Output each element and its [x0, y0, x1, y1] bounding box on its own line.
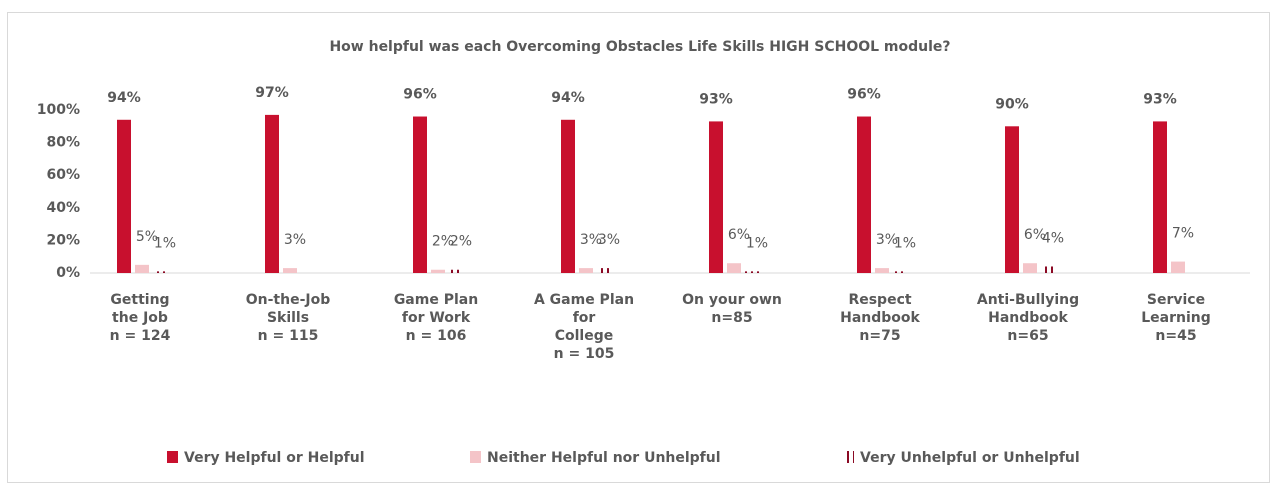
x-tick-line: Getting — [110, 292, 169, 308]
x-tick-line: On-the-Job — [246, 292, 331, 308]
chart-border — [7, 12, 1270, 483]
bar — [875, 268, 889, 273]
x-tick-line: On your own — [682, 292, 782, 308]
data-label: 4% — [1042, 230, 1064, 246]
bar — [153, 271, 167, 273]
x-tick-label: On your own n=85 — [682, 292, 782, 326]
x-tick-line: College — [555, 328, 614, 344]
data-label: 1% — [746, 235, 768, 251]
bar — [1153, 121, 1167, 273]
bar — [1023, 263, 1037, 273]
x-tick-line: n = 106 — [406, 328, 467, 344]
y-tick-label: 80% — [46, 135, 80, 151]
data-label: 3% — [580, 232, 602, 248]
x-tick-line: n=85 — [711, 310, 752, 326]
chart-title: How helpful was each Overcoming Obstacle… — [329, 39, 950, 55]
bar — [893, 271, 907, 273]
data-label: 96% — [403, 87, 437, 103]
legend-swatch — [470, 451, 481, 463]
data-label: 1% — [154, 235, 176, 251]
x-tick-line: Respect — [848, 292, 911, 308]
data-label: 6% — [728, 227, 750, 243]
data-label: 3% — [598, 232, 620, 248]
x-tick-line: n=65 — [1007, 328, 1048, 344]
data-label: 90% — [995, 96, 1029, 112]
data-label: 3% — [284, 232, 306, 248]
y-tick-label: 60% — [46, 167, 80, 183]
bar — [579, 268, 593, 273]
data-label: 96% — [847, 87, 881, 103]
x-tick-line: n = 115 — [258, 328, 319, 344]
data-label: 93% — [699, 91, 733, 107]
x-tick-line: A Game Plan — [534, 292, 634, 308]
x-tick-label: Anti-Bullying Handbook n=65 — [977, 292, 1079, 344]
data-label: 2% — [432, 234, 454, 250]
data-label: 7% — [1172, 226, 1194, 242]
legend-label: Very Helpful or Helpful — [184, 450, 365, 466]
bar — [135, 264, 149, 273]
bar — [597, 268, 611, 273]
x-tick-line: Handbook — [988, 310, 1068, 326]
x-tick-label: Respect Handbook n=75 — [840, 292, 920, 344]
x-tick-line: Game Plan — [394, 292, 478, 308]
legend-swatch — [167, 451, 178, 463]
data-label: 94% — [551, 90, 585, 106]
x-tick-line: n = 124 — [110, 328, 171, 344]
bar — [709, 121, 723, 273]
bar — [413, 116, 427, 274]
data-label: 3% — [876, 232, 898, 248]
bar — [727, 263, 741, 273]
bar — [1171, 261, 1185, 273]
x-tick-label: A Game Plan for College n = 105 — [534, 292, 634, 362]
x-tick-line: Skills — [267, 310, 309, 326]
data-label: 1% — [894, 235, 916, 251]
x-tick-label: On-the-Job Skills n = 115 — [246, 292, 331, 344]
bar — [283, 268, 297, 273]
data-label: 5% — [136, 229, 158, 245]
data-label: 6% — [1024, 227, 1046, 243]
y-tick-label: 0% — [56, 265, 80, 281]
data-label: 93% — [1143, 91, 1177, 107]
legend-swatch — [843, 451, 854, 463]
data-label: 94% — [107, 90, 141, 106]
y-tick-label: 20% — [46, 232, 80, 248]
bar — [1005, 126, 1019, 273]
x-tick-line: Service — [1147, 292, 1205, 308]
legend-label: Neither Helpful nor Unhelpful — [487, 450, 721, 466]
x-tick-label: Getting the Job n = 124 — [110, 292, 171, 344]
bar — [117, 119, 131, 273]
bar — [449, 269, 463, 273]
data-label: 97% — [255, 85, 289, 101]
x-tick-line: n = 105 — [554, 346, 615, 362]
x-tick-line: for Work — [402, 310, 471, 326]
bar — [561, 119, 575, 273]
bar — [431, 269, 445, 273]
bar — [745, 271, 759, 273]
x-tick-line: n=75 — [859, 328, 900, 344]
x-tick-line: Anti-Bullying — [977, 292, 1079, 308]
bar — [1041, 266, 1055, 273]
x-tick-line: the Job — [112, 310, 168, 326]
x-tick-line: Handbook — [840, 310, 920, 326]
x-tick-line: n=45 — [1155, 328, 1196, 344]
x-tick-label: Game Plan for Work n = 106 — [394, 292, 478, 344]
y-tick-label: 40% — [46, 200, 80, 216]
x-tick-label: Service Learning n=45 — [1141, 292, 1211, 344]
x-tick-line: for — [573, 310, 596, 326]
bar — [265, 114, 279, 273]
data-label: 2% — [450, 234, 472, 250]
bar — [857, 116, 871, 274]
legend-label: Very Unhelpful or Unhelpful — [860, 450, 1080, 466]
x-tick-line: Learning — [1141, 310, 1211, 326]
y-tick-label: 100% — [37, 102, 80, 118]
